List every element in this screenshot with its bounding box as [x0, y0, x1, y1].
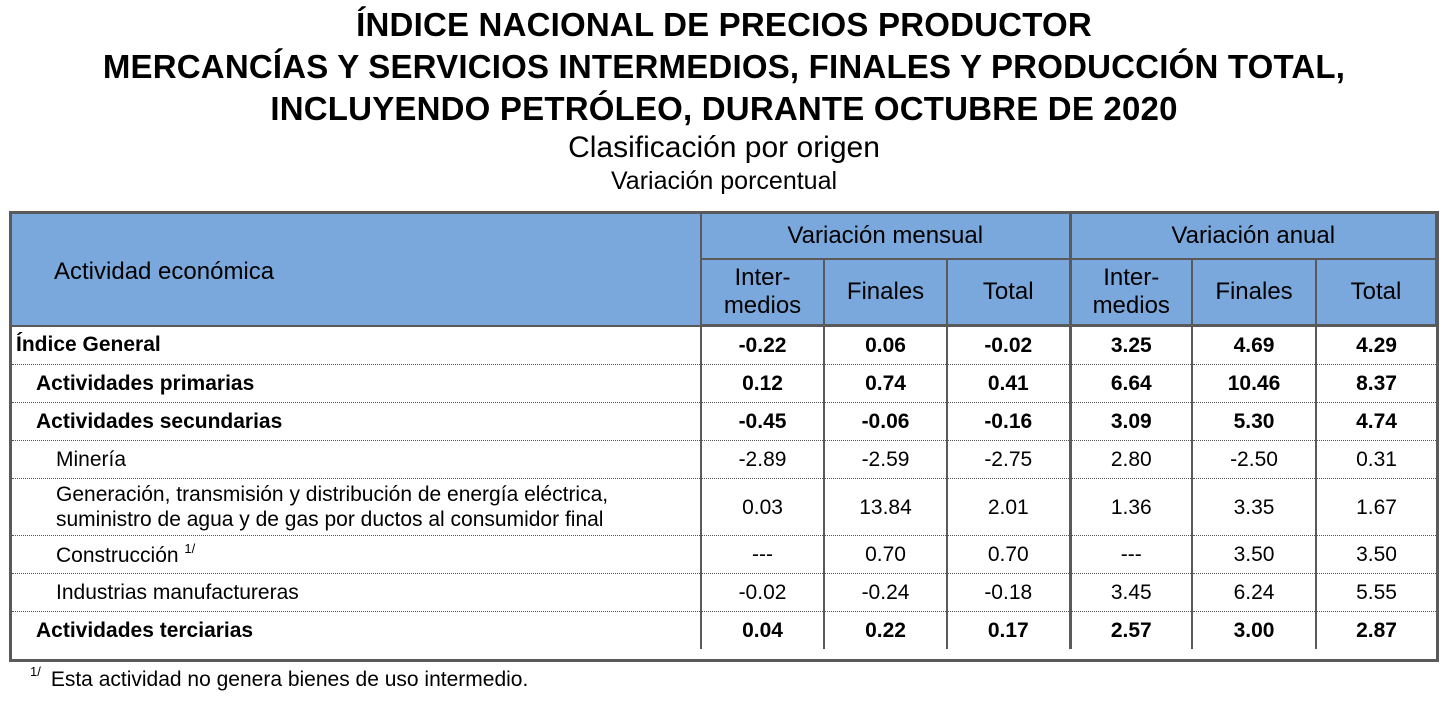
cell-value: ---	[1068, 535, 1192, 574]
cell-value: 5.55	[1314, 573, 1437, 612]
header-monthly-intermedios: Inter-medios	[700, 258, 825, 327]
cell-value: 6.64	[1068, 364, 1192, 403]
cell-value: 1.67	[1314, 478, 1437, 536]
cell-value: -2.59	[823, 440, 947, 479]
cell-value: 10.46	[1191, 364, 1316, 403]
cell-value: -0.02	[946, 325, 1070, 365]
cell-value: 1.36	[1068, 478, 1192, 536]
cell-value: 6.24	[1191, 573, 1316, 612]
table-row: Industrias manufactureras -0.02 -0.24 -0…	[12, 573, 1437, 612]
cell-value: 3.00	[1191, 611, 1316, 649]
cell-value: ---	[700, 535, 824, 574]
cell-value: -0.45	[700, 402, 824, 441]
table-row: Generación, transmisión y distribución d…	[12, 478, 1437, 536]
table-row: Actividades primarias 0.12 0.74 0.41 6.6…	[12, 364, 1437, 403]
cell-value: 0.17	[946, 611, 1070, 649]
title-block: ÍNDICE NACIONAL DE PRECIOS PRODUCTOR MER…	[0, 4, 1448, 196]
cell-value: 4.74	[1314, 402, 1437, 441]
cell-value: 0.06	[823, 325, 947, 365]
footnote-ref: 1/	[184, 541, 196, 556]
table-row: Actividades secundarias -0.45 -0.06 -0.1…	[12, 402, 1437, 441]
cell-value: 0.41	[946, 364, 1070, 403]
title-line-2: MERCANCÍAS Y SERVICIOS INTERMEDIOS, FINA…	[102, 48, 1346, 85]
cell-value: 0.70	[823, 535, 947, 574]
row-label: Minería	[12, 440, 701, 479]
cell-value: 0.31	[1314, 440, 1437, 479]
title-line-1: ÍNDICE NACIONAL DE PRECIOS PRODUCTOR	[356, 6, 1092, 43]
row-label: Índice General	[12, 325, 701, 365]
cell-value: 3.09	[1068, 402, 1192, 441]
cell-value: 3.45	[1068, 573, 1192, 612]
header-annual-variation: Variación anual	[1068, 214, 1438, 260]
cell-value: 2.80	[1068, 440, 1192, 479]
footnote: 1/Esta actividad no genera bienes de uso…	[30, 664, 528, 692]
row-label: Construcción 1/	[12, 535, 701, 574]
row-label: Actividades terciarias	[36, 618, 254, 642]
cell-value: 3.35	[1191, 478, 1316, 536]
cell-value: -0.24	[823, 573, 947, 612]
cell-value: 0.22	[823, 611, 947, 649]
cell-value: 0.04	[700, 611, 824, 649]
cell-value: -2.89	[700, 440, 824, 479]
cell-value: -2.75	[946, 440, 1070, 479]
cell-value: 13.84	[823, 478, 947, 536]
header-annual-intermedios: Inter-medios	[1068, 258, 1193, 327]
cell-value: 0.70	[946, 535, 1070, 574]
cell-value: 4.69	[1191, 325, 1316, 365]
row-label: Actividades primarias	[12, 364, 701, 403]
subtitle-units: Variación porcentual	[610, 167, 838, 195]
cell-value: -0.06	[823, 402, 947, 441]
cell-value: 3.50	[1191, 535, 1316, 574]
cell-value: 8.37	[1314, 364, 1437, 403]
footnote-mark: 1/	[30, 664, 41, 679]
cell-value: -0.22	[700, 325, 824, 365]
header-annual-total: Total	[1314, 258, 1438, 327]
cell-value: 2.87	[1314, 611, 1437, 649]
cell-value: 2.01	[946, 478, 1070, 536]
cell-value: 4.29	[1314, 325, 1437, 365]
price-index-table: Actividad económica Variación mensual Va…	[9, 211, 1439, 662]
title-line-3: INCLUYENDO PETRÓLEO, DURANTE OCTUBRE DE …	[270, 90, 1178, 127]
cell-value: 0.12	[700, 364, 824, 403]
row-label: Industrias manufactureras	[12, 573, 701, 612]
cell-value: 0.74	[823, 364, 947, 403]
table-row: Actividades terciarias 0.04 0.22 0.17 2.…	[12, 611, 1437, 649]
cell-value: 3.25	[1068, 325, 1192, 365]
cell-value: -0.18	[946, 573, 1070, 612]
footnote-text: Esta actividad no genera bienes de uso i…	[50, 668, 529, 691]
cell-value: 0.03	[700, 478, 824, 536]
table-row: Índice General -0.22 0.06 -0.02 3.25 4.6…	[12, 325, 1437, 365]
subtitle: Clasificación por origen	[568, 131, 880, 164]
table-row: Construcción 1/ --- 0.70 0.70 --- 3.50 3…	[12, 535, 1437, 574]
cell-value: -2.50	[1191, 440, 1316, 479]
row-label: Actividades secundarias	[12, 402, 701, 441]
header-monthly-variation: Variación mensual	[700, 214, 1071, 260]
cell-value: 5.30	[1191, 402, 1316, 441]
header-activity: Actividad económica	[12, 214, 702, 327]
table-row: Minería -2.89 -2.59 -2.75 2.80 -2.50 0.3…	[12, 440, 1437, 479]
header-monthly-total: Total	[946, 258, 1071, 327]
cell-value: -0.02	[700, 573, 824, 612]
cell-value: 3.50	[1314, 535, 1437, 574]
header-annual-finales: Finales	[1191, 258, 1317, 327]
header-monthly-finales: Finales	[823, 258, 948, 327]
row-label: Generación, transmisión y distribución d…	[12, 478, 701, 536]
cell-value: -0.16	[946, 402, 1070, 441]
cell-value: 2.57	[1068, 611, 1192, 649]
